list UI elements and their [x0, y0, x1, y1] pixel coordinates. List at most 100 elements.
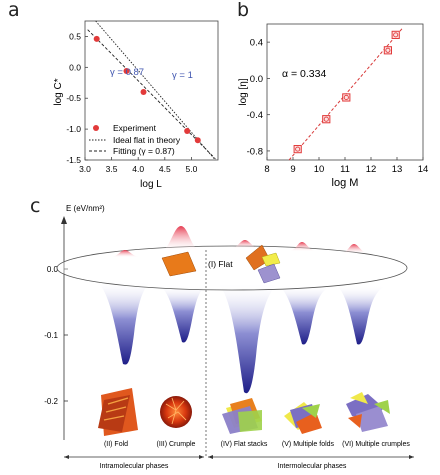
panel-a-ytick-label: 0.0 — [69, 62, 81, 72]
crumple-creases — [165, 397, 187, 425]
well-multiple-folds — [279, 286, 330, 345]
label-multiple-crumples: (VI) Multiple crumples — [342, 441, 410, 448]
panel-a: 0.5 0.0 -0.5 -1.0 -1.5 3.0 3.5 4.0 4.5 5.0 log C… — [53, 20, 219, 190]
panel-a-xtick-label: 5.0 — [185, 164, 197, 174]
panel-c-ytick-label: -0.1 — [44, 331, 58, 340]
intra-bracket-arrow-left — [64, 455, 69, 459]
panel-b-data-point — [322, 115, 331, 124]
sheet-orange-left — [161, 251, 197, 277]
panel-a-annotation-fit: γ = 0.87 — [110, 67, 144, 78]
panel-a-annotation-ideal: γ = 1 — [172, 70, 193, 81]
peak-left — [112, 250, 139, 257]
panel-a-ytick-label: -1.0 — [66, 124, 81, 134]
intra-bracket-arrow-right — [199, 455, 204, 459]
well-flat-stacks — [218, 284, 277, 394]
panel-b-ytick-label: 0.0 — [250, 74, 263, 85]
panel-c-ytick-label: 0.0 — [47, 265, 59, 274]
panel-b-xtick-label: 12 — [366, 164, 377, 175]
panel-b-data-point — [383, 46, 392, 55]
panel-b-point-ring — [393, 32, 399, 38]
panel-c: E (eV/nm²) 0.0 -0.1 -0.2 (I) Flat — [44, 204, 414, 470]
sheet-purple — [257, 263, 281, 284]
panel-b-point-ring — [385, 47, 391, 53]
panel-a-frame — [84, 20, 219, 161]
energy-peaks — [112, 226, 367, 257]
panel-a-data-point — [93, 35, 100, 42]
panel-b-data-point — [391, 30, 400, 39]
well-crumple — [160, 286, 205, 343]
panel-b-ylabel: log [η] — [238, 78, 249, 105]
crumple-ball — [160, 396, 192, 428]
fold-stripe-3 — [103, 415, 125, 421]
panel-b-letter: b — [237, 0, 250, 21]
panel-b-ytick-label: 0.4 — [250, 38, 263, 49]
panel-b: 0.4 0.0 -0.4 -0.8 8 9 10 11 12 13 14 log [η] log … — [238, 23, 428, 189]
panel-b-xtick-label: 8 — [264, 164, 269, 175]
panel-a-xtick-label: 4.5 — [159, 164, 171, 174]
structure-multiple-folds — [284, 402, 322, 434]
panel-a-data-point — [194, 137, 201, 144]
label-flat: (I) Flat — [208, 259, 233, 269]
panel-a-ylabel: log C* — [53, 78, 64, 105]
fold-sheet-front — [98, 395, 130, 432]
panel-b-point-box — [322, 115, 331, 124]
fold-stripe-2 — [105, 406, 127, 413]
label-crumple: (III) Crumple — [157, 441, 196, 448]
panel-b-xtick-label: 9 — [290, 164, 295, 175]
panel-a-data-point — [140, 89, 147, 96]
mcrumple-4 — [374, 400, 390, 414]
panel-b-point-box — [293, 145, 302, 154]
panel-a-ytick-label: -0.5 — [66, 93, 81, 103]
panel-a-ideal-line — [95, 20, 216, 161]
panel-b-data-point — [342, 93, 351, 102]
panel-b-point-ring — [343, 94, 349, 100]
panel-a-ytick-label: -1.5 — [66, 155, 81, 165]
panel-b-xtick-label: 13 — [392, 164, 403, 175]
panel-c-ytick-label: -0.2 — [44, 397, 58, 406]
panel-b-xtick-label: 11 — [340, 164, 350, 175]
peak-right-3 — [342, 244, 367, 253]
panel-a-data-point — [123, 68, 130, 75]
inter-bracket-arrow-left — [208, 455, 213, 459]
energy-wells — [97, 282, 385, 394]
legend-experiment-label: Experiment — [113, 123, 157, 133]
panel-b-data-point — [293, 145, 302, 154]
panel-b-point-ring — [323, 116, 329, 122]
structure-multiple-crumples — [346, 392, 390, 432]
panel-a-data-point — [184, 127, 191, 134]
legend-ideal-label: Ideal flat in theory — [113, 135, 181, 145]
panel-c-axis-arrow — [61, 216, 67, 224]
panel-a-ytick-label: 0.5 — [69, 31, 81, 41]
sheet-yellow — [261, 252, 281, 267]
peak-center — [163, 226, 199, 250]
panel-a-xlabel: log L — [140, 179, 162, 190]
panel-a-xtick-label: 4.0 — [132, 164, 144, 174]
panel-b-xtick-label: 10 — [314, 164, 325, 175]
panel-c-ylabel: E (eV/nm²) — [66, 204, 105, 213]
label-multiple-folds: (V) Multiple folds — [282, 441, 335, 448]
panel-b-annotation: α = 0.334 — [282, 68, 326, 80]
label-intermolecular: Intermolecular phases — [278, 463, 347, 470]
stack-sheet-4 — [238, 410, 262, 432]
panel-a-xtick-label: 3.0 — [79, 164, 91, 174]
panel-a-xtick-label: 3.5 — [106, 164, 118, 174]
panel-a-fit-line — [87, 29, 216, 160]
structure-crumple — [160, 396, 192, 428]
panel-b-point-box — [342, 93, 351, 102]
panel-b-xlabel: log M — [332, 177, 359, 189]
legend-fitting-label: Fitting (γ = 0.87) — [113, 146, 175, 156]
mcrumple-3 — [350, 392, 368, 404]
legend-experiment-marker — [93, 125, 99, 131]
panel-b-ytick-label: -0.4 — [247, 110, 263, 121]
energy-plane — [56, 245, 408, 291]
inter-bracket-arrow-right — [409, 455, 414, 459]
peak-right-1 — [232, 240, 258, 248]
label-flat-stacks: (IV) Flat stacks — [221, 441, 268, 448]
fold-stripe-1 — [107, 397, 129, 405]
label-intramolecular: Intramolecular phases — [100, 463, 169, 470]
panel-a-letter: a — [8, 0, 20, 21]
panel-b-point-box — [391, 30, 400, 39]
mcrumple-2 — [356, 406, 388, 432]
structure-flat-stacks — [222, 398, 262, 434]
